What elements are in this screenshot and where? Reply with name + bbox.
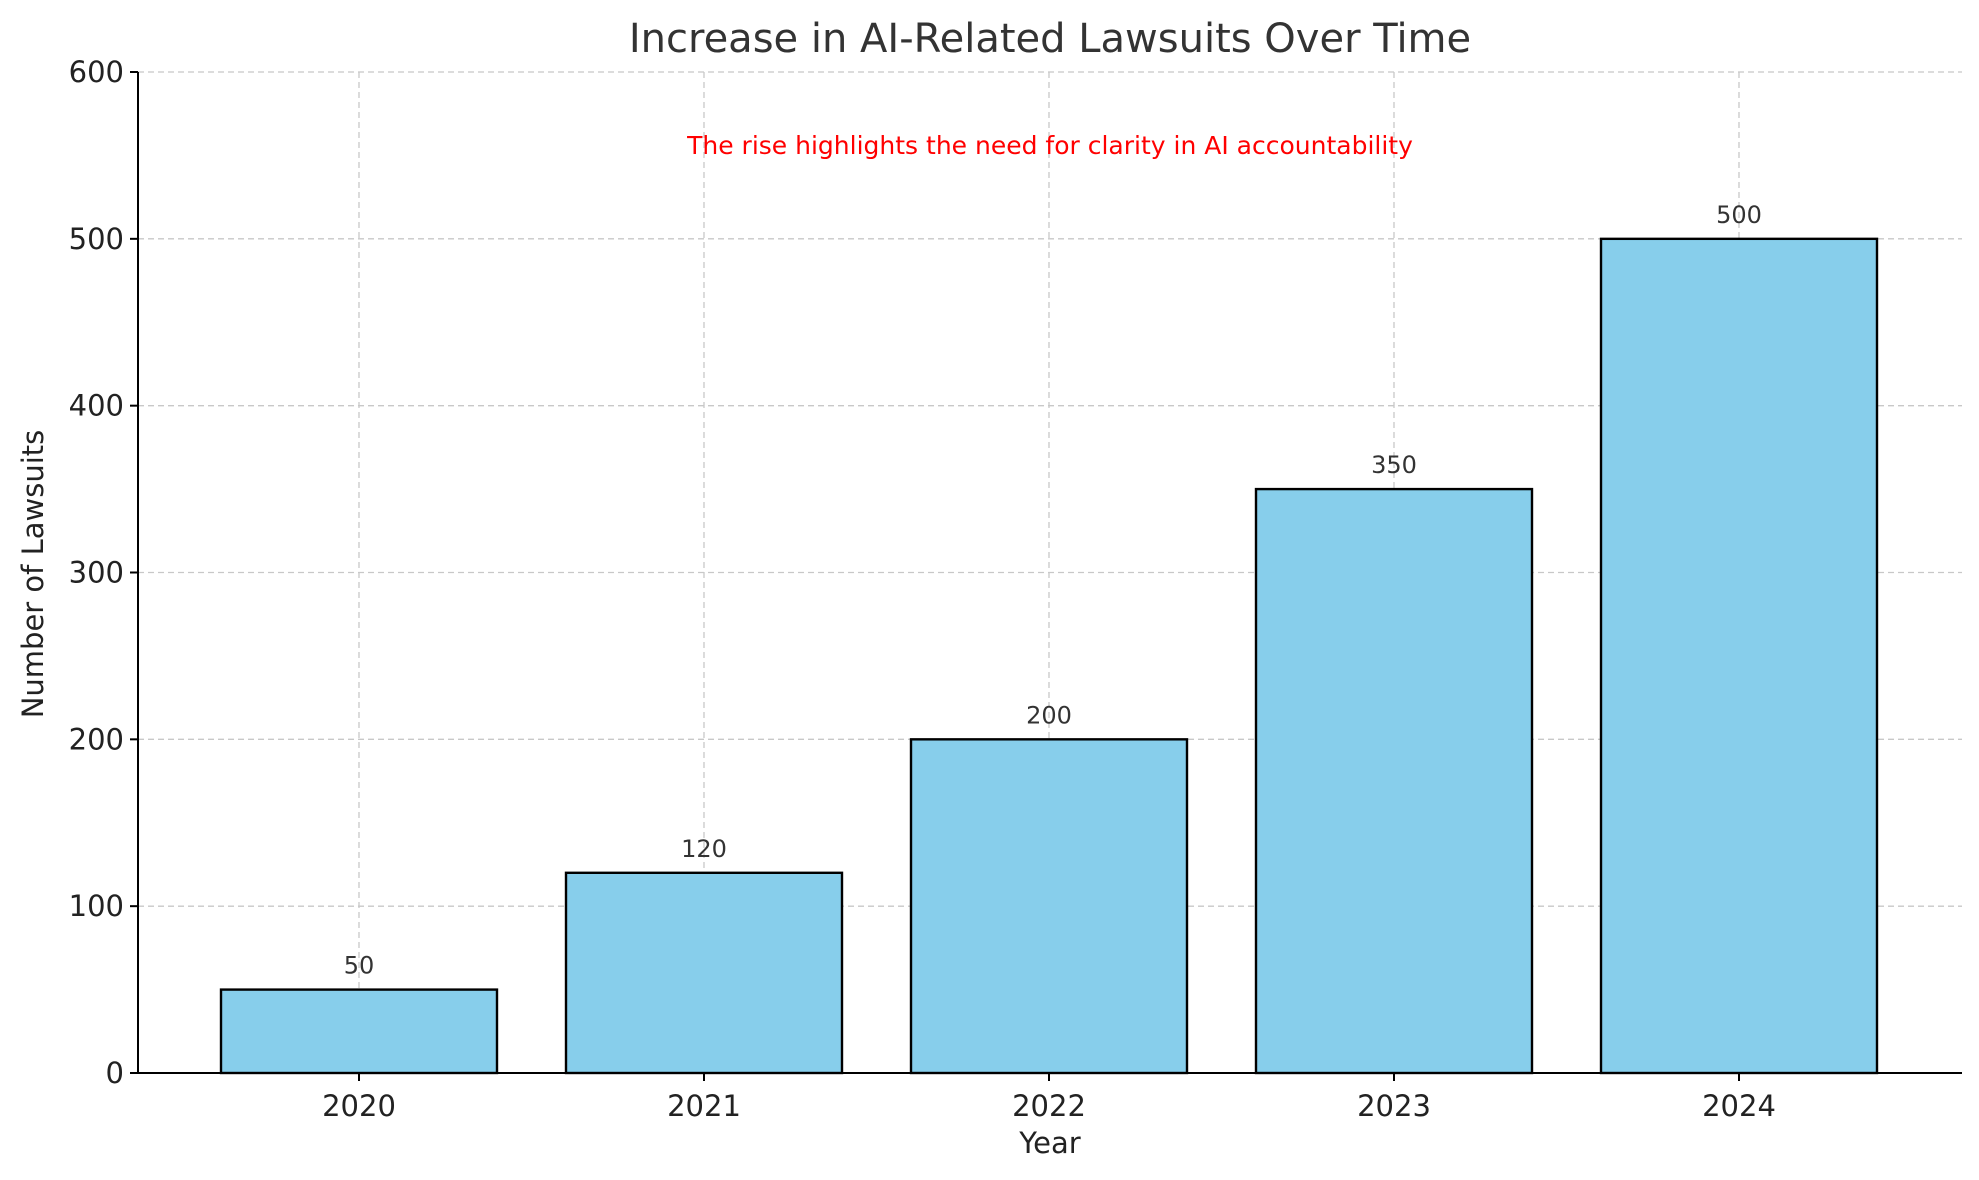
chart-title: Increase in AI-Related Lawsuits Over Tim… xyxy=(629,16,1471,62)
bar-2023 xyxy=(1254,487,1534,1075)
x-tick-label-2023: 2023 xyxy=(1357,1089,1431,1123)
y-axis-label: Number of Lawsuits xyxy=(16,430,50,719)
value-label-2022: 200 xyxy=(1026,701,1072,729)
value-labels: 50 120 200 350 500 xyxy=(344,201,1762,980)
y-tick-label: 100 xyxy=(69,889,124,923)
y-tick-label: 0 xyxy=(106,1056,124,1090)
y-tick-label: 600 xyxy=(69,55,124,89)
x-tick-label-2021: 2021 xyxy=(667,1089,741,1123)
x-tick-label-2024: 2024 xyxy=(1702,1089,1776,1123)
value-label-2024: 500 xyxy=(1716,201,1762,229)
bars xyxy=(219,237,1879,1075)
value-label-2020: 50 xyxy=(344,952,375,980)
value-label-2023: 350 xyxy=(1371,451,1417,479)
bar-2020 xyxy=(219,988,499,1075)
value-label-2021: 120 xyxy=(681,835,727,863)
bar-2022 xyxy=(909,738,1189,1075)
x-tick-label-2022: 2022 xyxy=(1012,1089,1086,1123)
bar-2021 xyxy=(564,871,844,1075)
x-axis-label: Year xyxy=(1018,1126,1080,1160)
x-tick-label-2020: 2020 xyxy=(322,1089,396,1123)
bar-2024 xyxy=(1599,237,1879,1075)
y-tick-label: 300 xyxy=(69,556,124,590)
axes: 0 100 200 300 400 500 600 2020 2021 2022 2023 2024 xyxy=(69,55,1962,1123)
chart-annotation: The rise highlights the need for clarity… xyxy=(686,131,1413,160)
y-tick-label: 200 xyxy=(69,722,124,756)
y-tick-label: 500 xyxy=(69,222,124,256)
y-tick-label: 400 xyxy=(69,389,124,423)
